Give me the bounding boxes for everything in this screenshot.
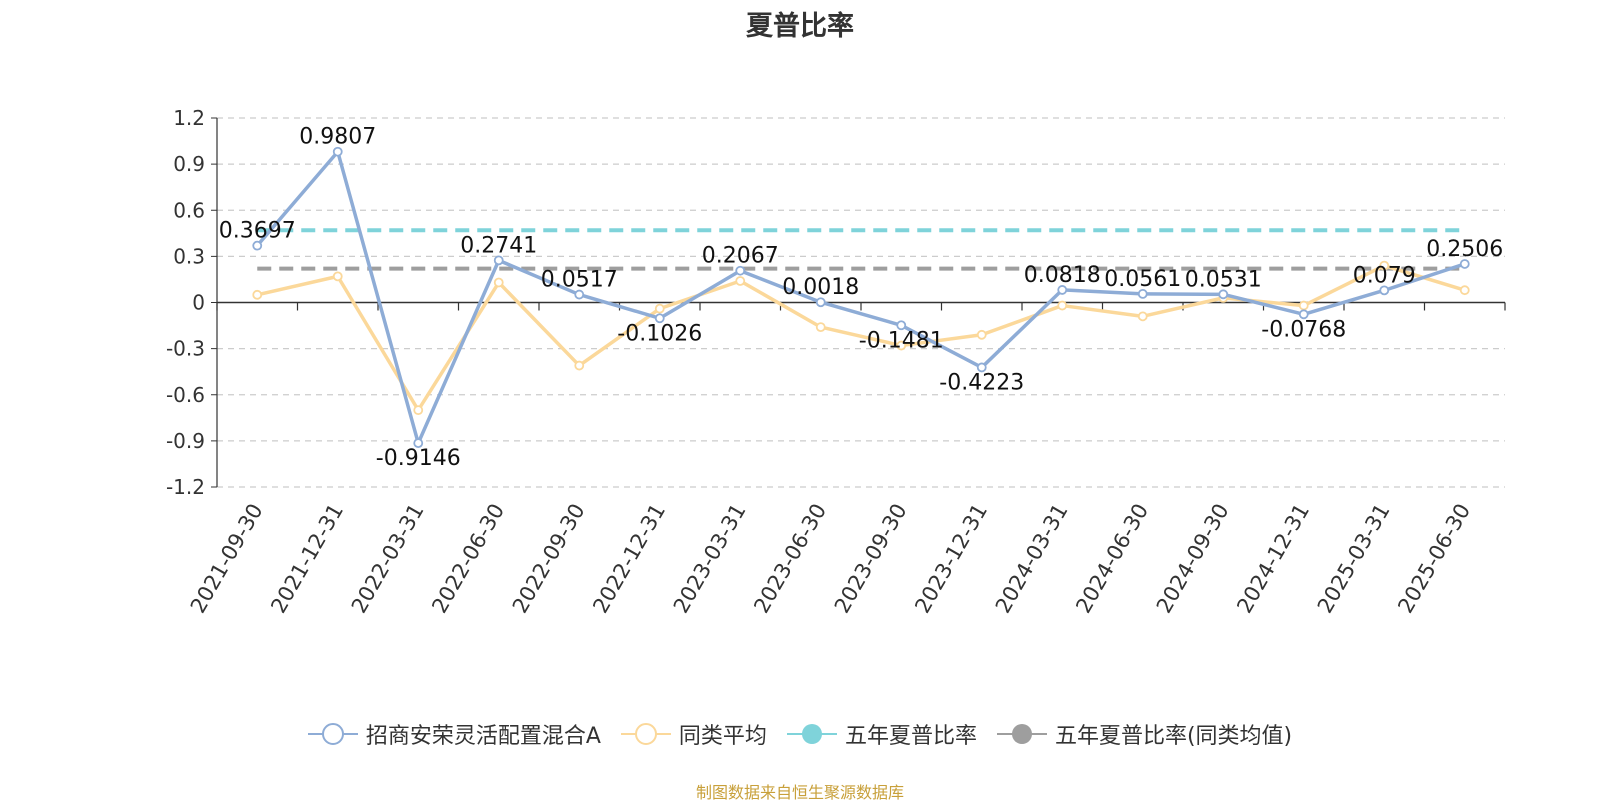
y-tick-label: 0	[192, 291, 205, 315]
legend-marker-peer-icon	[620, 723, 671, 745]
peer-average-point	[332, 271, 343, 282]
legend-label-five-year: 五年夏普比率	[844, 724, 977, 749]
legend-label-five-year-peer: 五年夏普比率(同类均值)	[1054, 724, 1293, 749]
series-layer	[252, 146, 1470, 449]
peer-average-point	[1298, 300, 1309, 311]
fund-point	[493, 255, 504, 266]
data-label: 0.079	[1353, 263, 1416, 288]
fund-point	[332, 146, 343, 157]
reference-lines	[257, 228, 1465, 271]
x-tick-label: 2024-06-30	[1071, 500, 1153, 618]
x-tick-label: 2023-09-30	[830, 500, 912, 618]
fund-point	[413, 438, 424, 449]
legend-item-peer-average[interactable]: 同类平均	[620, 718, 767, 750]
x-tick-label: 2022-09-30	[508, 500, 590, 618]
legend-label-peer-average: 同类平均	[678, 724, 767, 749]
fund-point	[735, 265, 746, 276]
legend-marker-fund-icon	[307, 723, 358, 745]
y-tick-label: -0.9	[166, 429, 205, 453]
fund-point	[574, 289, 585, 300]
peer-average-point	[896, 340, 907, 351]
fund-point	[1137, 288, 1148, 299]
fund-point	[1379, 285, 1390, 296]
peer-average-point	[654, 303, 665, 314]
x-tick-label: 2023-03-31	[669, 500, 751, 618]
peer-average-line	[256, 263, 1466, 412]
data-label: -0.1481	[859, 328, 944, 353]
data-label: 0.2506	[1426, 237, 1503, 262]
legend-marker-five-year-peer-icon	[996, 724, 1047, 744]
y-tick-label: 0.6	[173, 198, 205, 222]
x-tick-label: 2022-06-30	[427, 500, 509, 618]
data-label: 0.9807	[299, 125, 376, 150]
data-label: -0.1026	[617, 321, 702, 346]
fund-point	[976, 362, 987, 373]
x-tick-label: 2023-06-30	[749, 500, 831, 618]
peer-average-point	[815, 322, 826, 333]
data-label: 0.0018	[782, 275, 859, 300]
peer-average-point	[574, 360, 585, 371]
fund-point	[1057, 285, 1068, 295]
legend-marker-five-year-icon	[786, 724, 837, 744]
peer-average-point	[1057, 300, 1068, 311]
data-label: 0.0517	[541, 268, 618, 293]
fund-point	[1459, 259, 1470, 269]
fund-point	[1298, 309, 1309, 320]
data-label: 0.2741	[460, 233, 537, 258]
y-tick-label: -0.3	[166, 337, 205, 361]
peer-average-point	[1137, 311, 1148, 322]
fund-point	[896, 320, 907, 331]
x-tick-label: 2021-09-30	[186, 500, 268, 618]
x-tick-label: 2021-12-31	[266, 500, 348, 618]
data-label: -0.4223	[939, 370, 1024, 395]
x-tick-label: 2025-06-30	[1393, 500, 1475, 618]
x-tick-label: 2022-12-31	[588, 500, 670, 618]
x-tick-label: 2024-12-31	[1232, 500, 1314, 618]
data-label: -0.0768	[1261, 317, 1346, 342]
legend-item-five-year-peer[interactable]: 五年夏普比率(同类均值)	[996, 718, 1293, 750]
chart-title: 夏普比率	[746, 11, 854, 42]
y-tick-label: -0.6	[166, 383, 205, 407]
axis-layer: 1.20.90.60.30-0.3-0.6-0.9-1.22021-09-302…	[166, 106, 1506, 618]
legend: 招商安荣灵活配置混合A 同类平均 五年夏普比率 五年夏普比率(同类均值)	[0, 718, 1600, 750]
data-label: 0.0561	[1104, 267, 1181, 292]
y-tick-label: -1.2	[166, 475, 205, 499]
fund-point	[1218, 289, 1229, 300]
fund-point	[815, 297, 826, 308]
y-tick-label: 1.2	[173, 106, 205, 130]
grid-layer	[217, 117, 1505, 488]
fund-line	[255, 149, 1466, 445]
x-tick-label: 2022-03-31	[347, 500, 429, 618]
x-tick-label: 2025-03-31	[1313, 500, 1395, 618]
peer-average-point	[252, 289, 263, 300]
peer-average-point	[976, 329, 987, 340]
peer-average-point	[735, 276, 746, 286]
fund-point	[654, 313, 665, 324]
data-label: 0.3697	[219, 219, 296, 244]
data-label: 0.2067	[702, 244, 779, 269]
legend-item-fund[interactable]: 招商安荣灵活配置混合A	[307, 718, 601, 750]
x-tick-label: 2024-03-31	[991, 500, 1073, 618]
peer-average-point	[1459, 285, 1470, 296]
x-tick-label: 2023-12-31	[910, 500, 992, 618]
source-note: 制图数据来自恒生聚源数据库	[695, 783, 904, 802]
peer-average-point	[413, 405, 424, 416]
data-label: 0.0531	[1185, 267, 1262, 292]
y-tick-label: 0.9	[173, 152, 205, 176]
data-label: 0.0818	[1024, 263, 1101, 288]
fund-point	[252, 240, 263, 251]
data-label: -0.9146	[376, 446, 461, 471]
legend-item-five-year[interactable]: 五年夏普比率	[786, 718, 977, 750]
y-tick-label: 0.3	[173, 244, 205, 268]
peer-average-point	[1379, 260, 1390, 271]
x-tick-label: 2024-09-30	[1152, 500, 1234, 618]
peer-average-point	[493, 277, 504, 288]
legend-label-fund: 招商安荣灵活配置混合A	[365, 724, 601, 749]
